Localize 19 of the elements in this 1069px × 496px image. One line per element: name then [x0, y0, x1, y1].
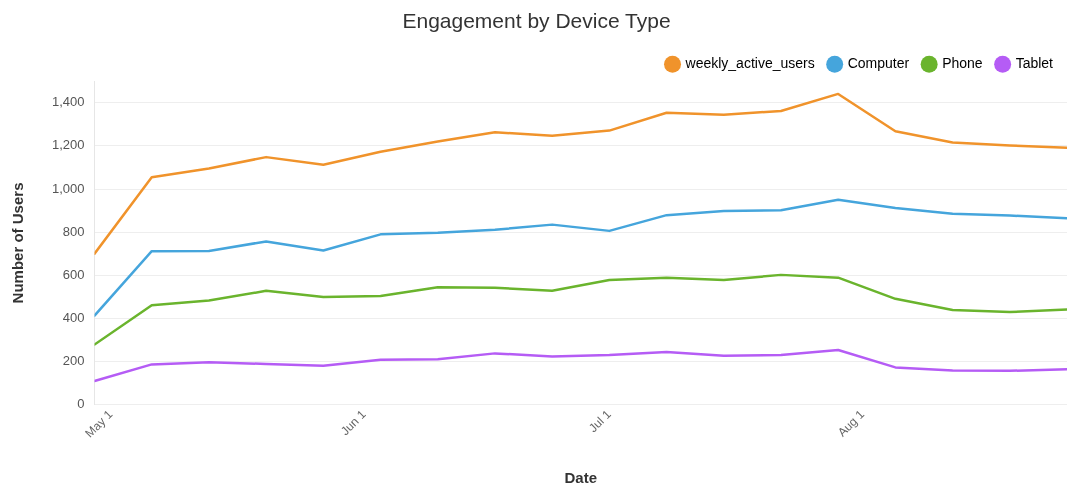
y-tick-label: 200	[62, 353, 85, 369]
y-tick-label: 1,200	[51, 137, 85, 153]
legend-label: Tablet	[1015, 55, 1054, 72]
y-tick-label: 1,000	[51, 180, 85, 196]
x-axis-title: Date	[564, 469, 598, 487]
y-tick-label: 0	[77, 396, 85, 412]
chart-title: Engagement by Device Type	[402, 9, 671, 33]
x-tick-label: Jul 1	[586, 407, 615, 436]
legend-label: weekly_active_users	[684, 55, 815, 72]
x-tick-label: May 1	[82, 407, 116, 441]
y-tick-label: 800	[62, 223, 85, 239]
legend-label: Computer	[847, 55, 910, 72]
x-tick-label: Aug 1	[835, 407, 868, 440]
y-tick-label: 600	[62, 266, 85, 282]
x-tick-label: Jun 1	[338, 407, 369, 439]
y-axis-title: Number of Users	[9, 182, 27, 304]
legend-label: Phone	[942, 55, 983, 72]
y-tick-label: 1,400	[51, 94, 85, 110]
y-tick-label: 400	[62, 310, 85, 326]
